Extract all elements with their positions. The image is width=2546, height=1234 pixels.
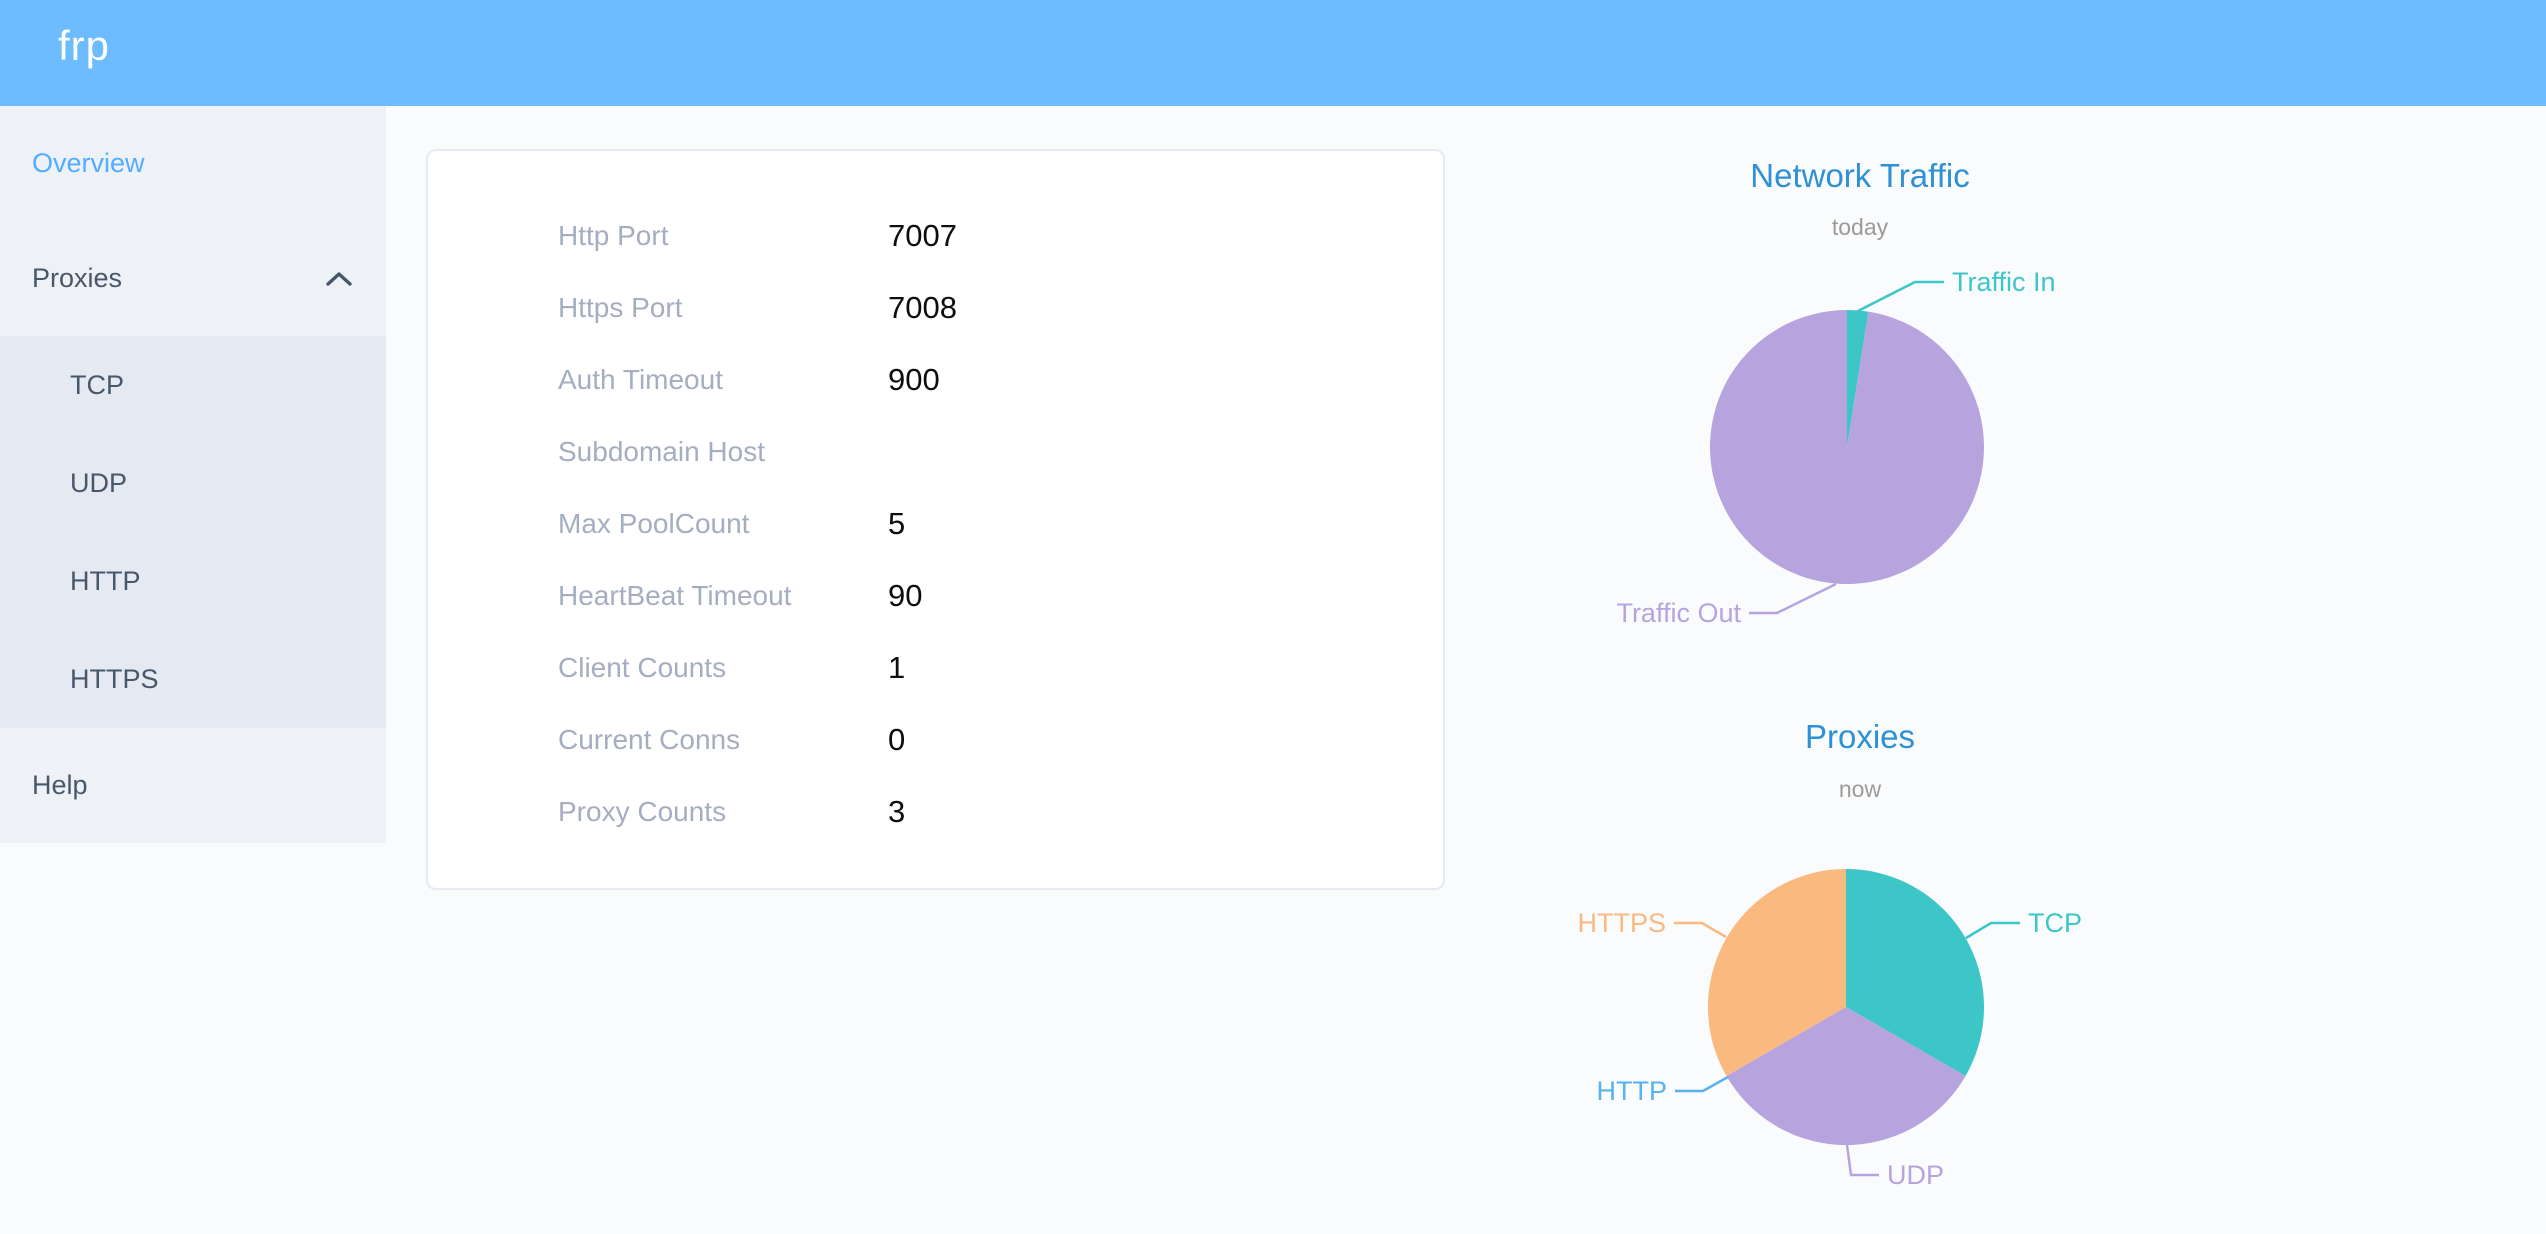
info-label: HeartBeat Timeout — [558, 580, 792, 611]
info-value: 5 — [888, 506, 906, 541]
pie-slice-https[interactable] — [1708, 869, 1846, 1076]
info-row-https-port: Https Port 7008 — [558, 272, 1443, 344]
info-value: 900 — [888, 362, 940, 397]
pie-label-http: HTTP — [1597, 1076, 1668, 1106]
app-header: frp — [0, 0, 2546, 106]
info-row-proxy-counts: Proxy Counts 3 — [558, 776, 1443, 848]
sidebar-item-udp[interactable]: UDP — [0, 434, 386, 532]
sidebar: Overview Proxies TCP UDP HTTP HTTPS Help — [0, 106, 386, 843]
server-info-card: Http Port 7007 Https Port 7008 Auth Time… — [426, 149, 1445, 890]
pie-label-traffic-in: Traffic In — [1952, 267, 2056, 297]
sidebar-item-tcp-label: TCP — [70, 369, 124, 400]
info-label: Auth Timeout — [558, 364, 723, 395]
sidebar-item-https-label: HTTPS — [70, 663, 159, 694]
pie-label-traffic-out: Traffic Out — [1616, 598, 1741, 628]
proxies-chart-subtitle: now — [1838, 776, 1882, 802]
info-value: 3 — [888, 794, 906, 829]
info-label: Https Port — [558, 292, 683, 323]
info-row-http-port: Http Port 7007 — [558, 200, 1443, 272]
sidebar-item-proxies-label: Proxies — [32, 263, 123, 293]
info-label: Http Port — [558, 220, 669, 251]
sidebar-item-overview-label: Overview — [32, 148, 145, 178]
pie-label-line-https — [1674, 921, 1727, 939]
info-value: 7007 — [888, 218, 957, 253]
pie-label-line-traffic-out — [1749, 582, 1837, 615]
proxies-chart-title: Proxies — [1804, 718, 1916, 755]
chevron-up-icon[interactable] — [326, 271, 352, 286]
pie-slice-tcp[interactable] — [1846, 869, 1984, 1076]
pie-slice-traffic-in[interactable] — [1847, 310, 1869, 447]
pie-charts-canvas: Traffic In Traffic Out TCP UDP HTTP HTTPS — [1577, 267, 2082, 1190]
info-row-subdomain-host: Subdomain Host — [558, 416, 1443, 488]
info-row-current-conns: Current Conns 0 — [558, 704, 1443, 776]
network-traffic-chart-subtitle: today — [1831, 214, 1889, 240]
sidebar-item-udp-label: UDP — [70, 467, 128, 498]
sidebar-item-proxies[interactable]: Proxies — [0, 221, 386, 336]
info-label: Current Conns — [558, 724, 741, 755]
sidebar-item-help-label: Help — [32, 769, 88, 800]
info-value: 7008 — [888, 290, 957, 325]
pie-label-tcp: TCP — [2028, 908, 2082, 938]
info-value: 0 — [888, 722, 906, 757]
pie-label-line-udp — [1845, 1144, 1879, 1177]
pie-slice-traffic-out[interactable] — [1709, 310, 1984, 584]
info-row-max-poolcount: Max PoolCount 5 — [558, 488, 1443, 560]
app-logo: frp — [58, 22, 111, 69]
sidebar-item-http[interactable]: HTTP — [0, 532, 386, 630]
info-label: Proxy Counts — [558, 796, 727, 827]
info-label: Client Counts — [558, 652, 727, 683]
sidebar-item-http-label: HTTP — [70, 565, 141, 596]
info-value: 90 — [888, 578, 923, 613]
info-label: Subdomain Host — [558, 436, 766, 467]
pie-label-https: HTTPS — [1577, 908, 1666, 938]
info-row-auth-timeout: Auth Timeout 900 — [558, 344, 1443, 416]
info-row-client-counts: Client Counts 1 — [558, 632, 1443, 704]
pie-label-line-http — [1675, 1075, 1729, 1093]
pie-label-udp: UDP — [1887, 1160, 1944, 1190]
pie-label-line-traffic-in — [1857, 280, 1944, 313]
info-row-heartbeat-timeout: HeartBeat Timeout 90 — [558, 560, 1443, 632]
pie-label-line-tcp — [1965, 921, 2020, 940]
network-traffic-chart-title: Network Traffic — [1750, 157, 1970, 194]
info-label: Max PoolCount — [558, 508, 750, 539]
sidebar-item-help[interactable]: Help — [0, 728, 386, 842]
sidebar-item-overview[interactable]: Overview — [0, 106, 386, 221]
sidebar-item-tcp[interactable]: TCP — [0, 336, 386, 434]
proxies-submenu: TCP UDP HTTP HTTPS — [0, 336, 386, 728]
info-value: 1 — [888, 650, 906, 685]
sidebar-item-https[interactable]: HTTPS — [0, 630, 386, 728]
